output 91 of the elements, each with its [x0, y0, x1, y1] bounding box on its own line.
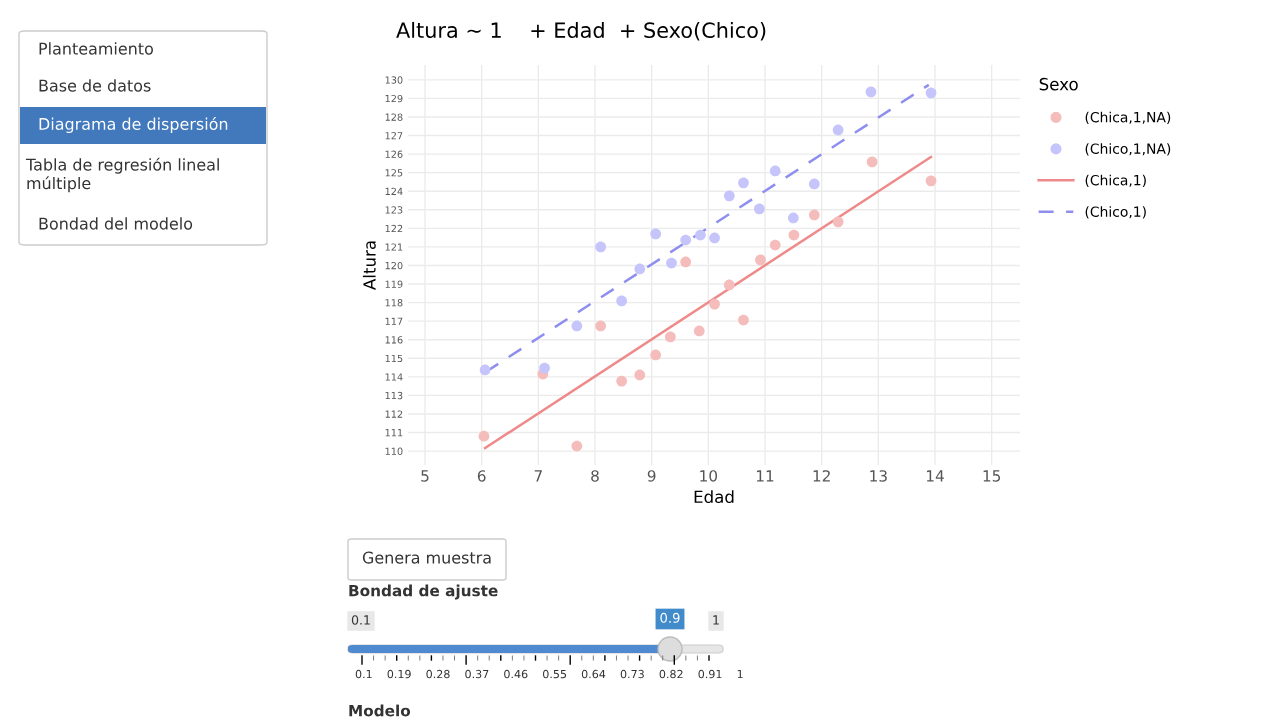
- y-axis-title: Altura: [362, 241, 376, 290]
- point: [832, 216, 844, 228]
- y-tick-label: 124: [385, 187, 403, 195]
- point: [479, 364, 491, 376]
- y-tick-label: 128: [385, 113, 403, 121]
- point: [595, 320, 607, 332]
- point: [650, 228, 662, 240]
- point: [695, 229, 706, 241]
- y-tick-label: 120: [385, 261, 403, 270]
- point: [571, 320, 583, 332]
- text: Modelo: [349, 704, 411, 717]
- point: [680, 256, 692, 268]
- point: [680, 234, 692, 246]
- x-tick-label: 8: [591, 470, 599, 482]
- x-tick-label: 11: [756, 470, 774, 482]
- point: [753, 203, 765, 215]
- x-tick-label: 14: [926, 470, 944, 482]
- point: [866, 156, 878, 168]
- text: Bondad del modelo: [39, 217, 193, 230]
- point: [723, 190, 735, 202]
- x-tick-label: 15: [983, 470, 1001, 482]
- text: 0.1: [351, 615, 370, 625]
- x-axis-title: Edad: [694, 490, 734, 504]
- point: [634, 263, 646, 275]
- point: [788, 229, 800, 241]
- text: Bondad de ajuste: [349, 584, 498, 600]
- text: 0.1 0.19 0.28 0.37 0.46 0.55 0.64 0.73 0.82 0.91 1: [355, 669, 743, 679]
- point: [709, 298, 720, 310]
- point: [616, 375, 628, 387]
- point: [769, 165, 781, 177]
- point: [616, 295, 628, 307]
- y-tick-label: 114: [385, 373, 403, 381]
- point: [634, 369, 646, 381]
- point: [693, 325, 705, 337]
- point: [808, 178, 820, 190]
- y-tick-label: 113: [385, 391, 403, 400]
- y-tick-label: 126: [385, 150, 403, 158]
- point: [865, 86, 877, 98]
- point: [738, 177, 749, 189]
- y-tick-label: 110: [385, 447, 403, 455]
- y-tick-label: 111: [385, 429, 403, 437]
- legend-title: Sexo: [1039, 77, 1078, 91]
- y-tick-label: 118: [385, 299, 403, 307]
- x-tick-label: 13: [870, 470, 887, 482]
- y-tick-label: 127: [385, 132, 403, 140]
- legend-label: (Chico,1): [1085, 206, 1146, 219]
- point: [769, 239, 781, 251]
- y-tick-label: 116: [385, 336, 403, 344]
- point: [595, 241, 607, 253]
- text: Planteamiento: [39, 42, 153, 55]
- point: [478, 430, 490, 442]
- point: [723, 279, 735, 291]
- point: [539, 362, 550, 374]
- x-tick-label: 7: [534, 470, 542, 482]
- y-tick-label: 115: [385, 354, 403, 363]
- point: [664, 331, 676, 343]
- point: [666, 257, 677, 269]
- point: [738, 314, 749, 326]
- point: [709, 232, 720, 244]
- y-tick-label: 123: [385, 206, 403, 214]
- text: 1: [713, 615, 719, 625]
- x-tick-label: 12: [813, 470, 830, 482]
- chart-title: Altura ~ 1 + Edad + Sexo(Chico): [396, 21, 766, 41]
- y-tick-label: 125: [385, 169, 403, 177]
- y-tick-label: 112: [385, 410, 403, 418]
- point: [571, 440, 583, 452]
- point: [808, 209, 820, 221]
- x-tick-label: 10: [700, 470, 718, 482]
- x-tick-label: 6: [477, 470, 486, 482]
- x-tick-label: 9: [647, 470, 656, 482]
- point: [925, 87, 937, 99]
- text: Tabla de regresión lineal múltiple: [25, 157, 219, 193]
- point: [650, 349, 662, 361]
- text: 0.9: [660, 612, 680, 623]
- legend-label: (Chico,1,NA): [1085, 143, 1171, 156]
- y-tick-label: 117: [385, 317, 403, 325]
- y-tick-label: 129: [385, 94, 403, 103]
- y-tick-label: 122: [385, 224, 403, 233]
- point: [755, 254, 766, 266]
- legend-label: (Chica,1,NA): [1085, 111, 1171, 125]
- y-tick-label: 119: [385, 280, 403, 288]
- point: [787, 212, 799, 224]
- text: Diagrama de dispersión: [39, 116, 228, 134]
- y-tick-label: 121: [385, 243, 403, 251]
- text: Base de datos: [39, 79, 151, 92]
- legend-label: (Chica,1): [1085, 174, 1146, 188]
- x-tick-label: 5: [421, 470, 429, 482]
- point: [925, 175, 937, 187]
- point: [832, 124, 844, 136]
- text: Genera muestra: [362, 551, 491, 564]
- y-tick-label: 130: [385, 76, 403, 84]
